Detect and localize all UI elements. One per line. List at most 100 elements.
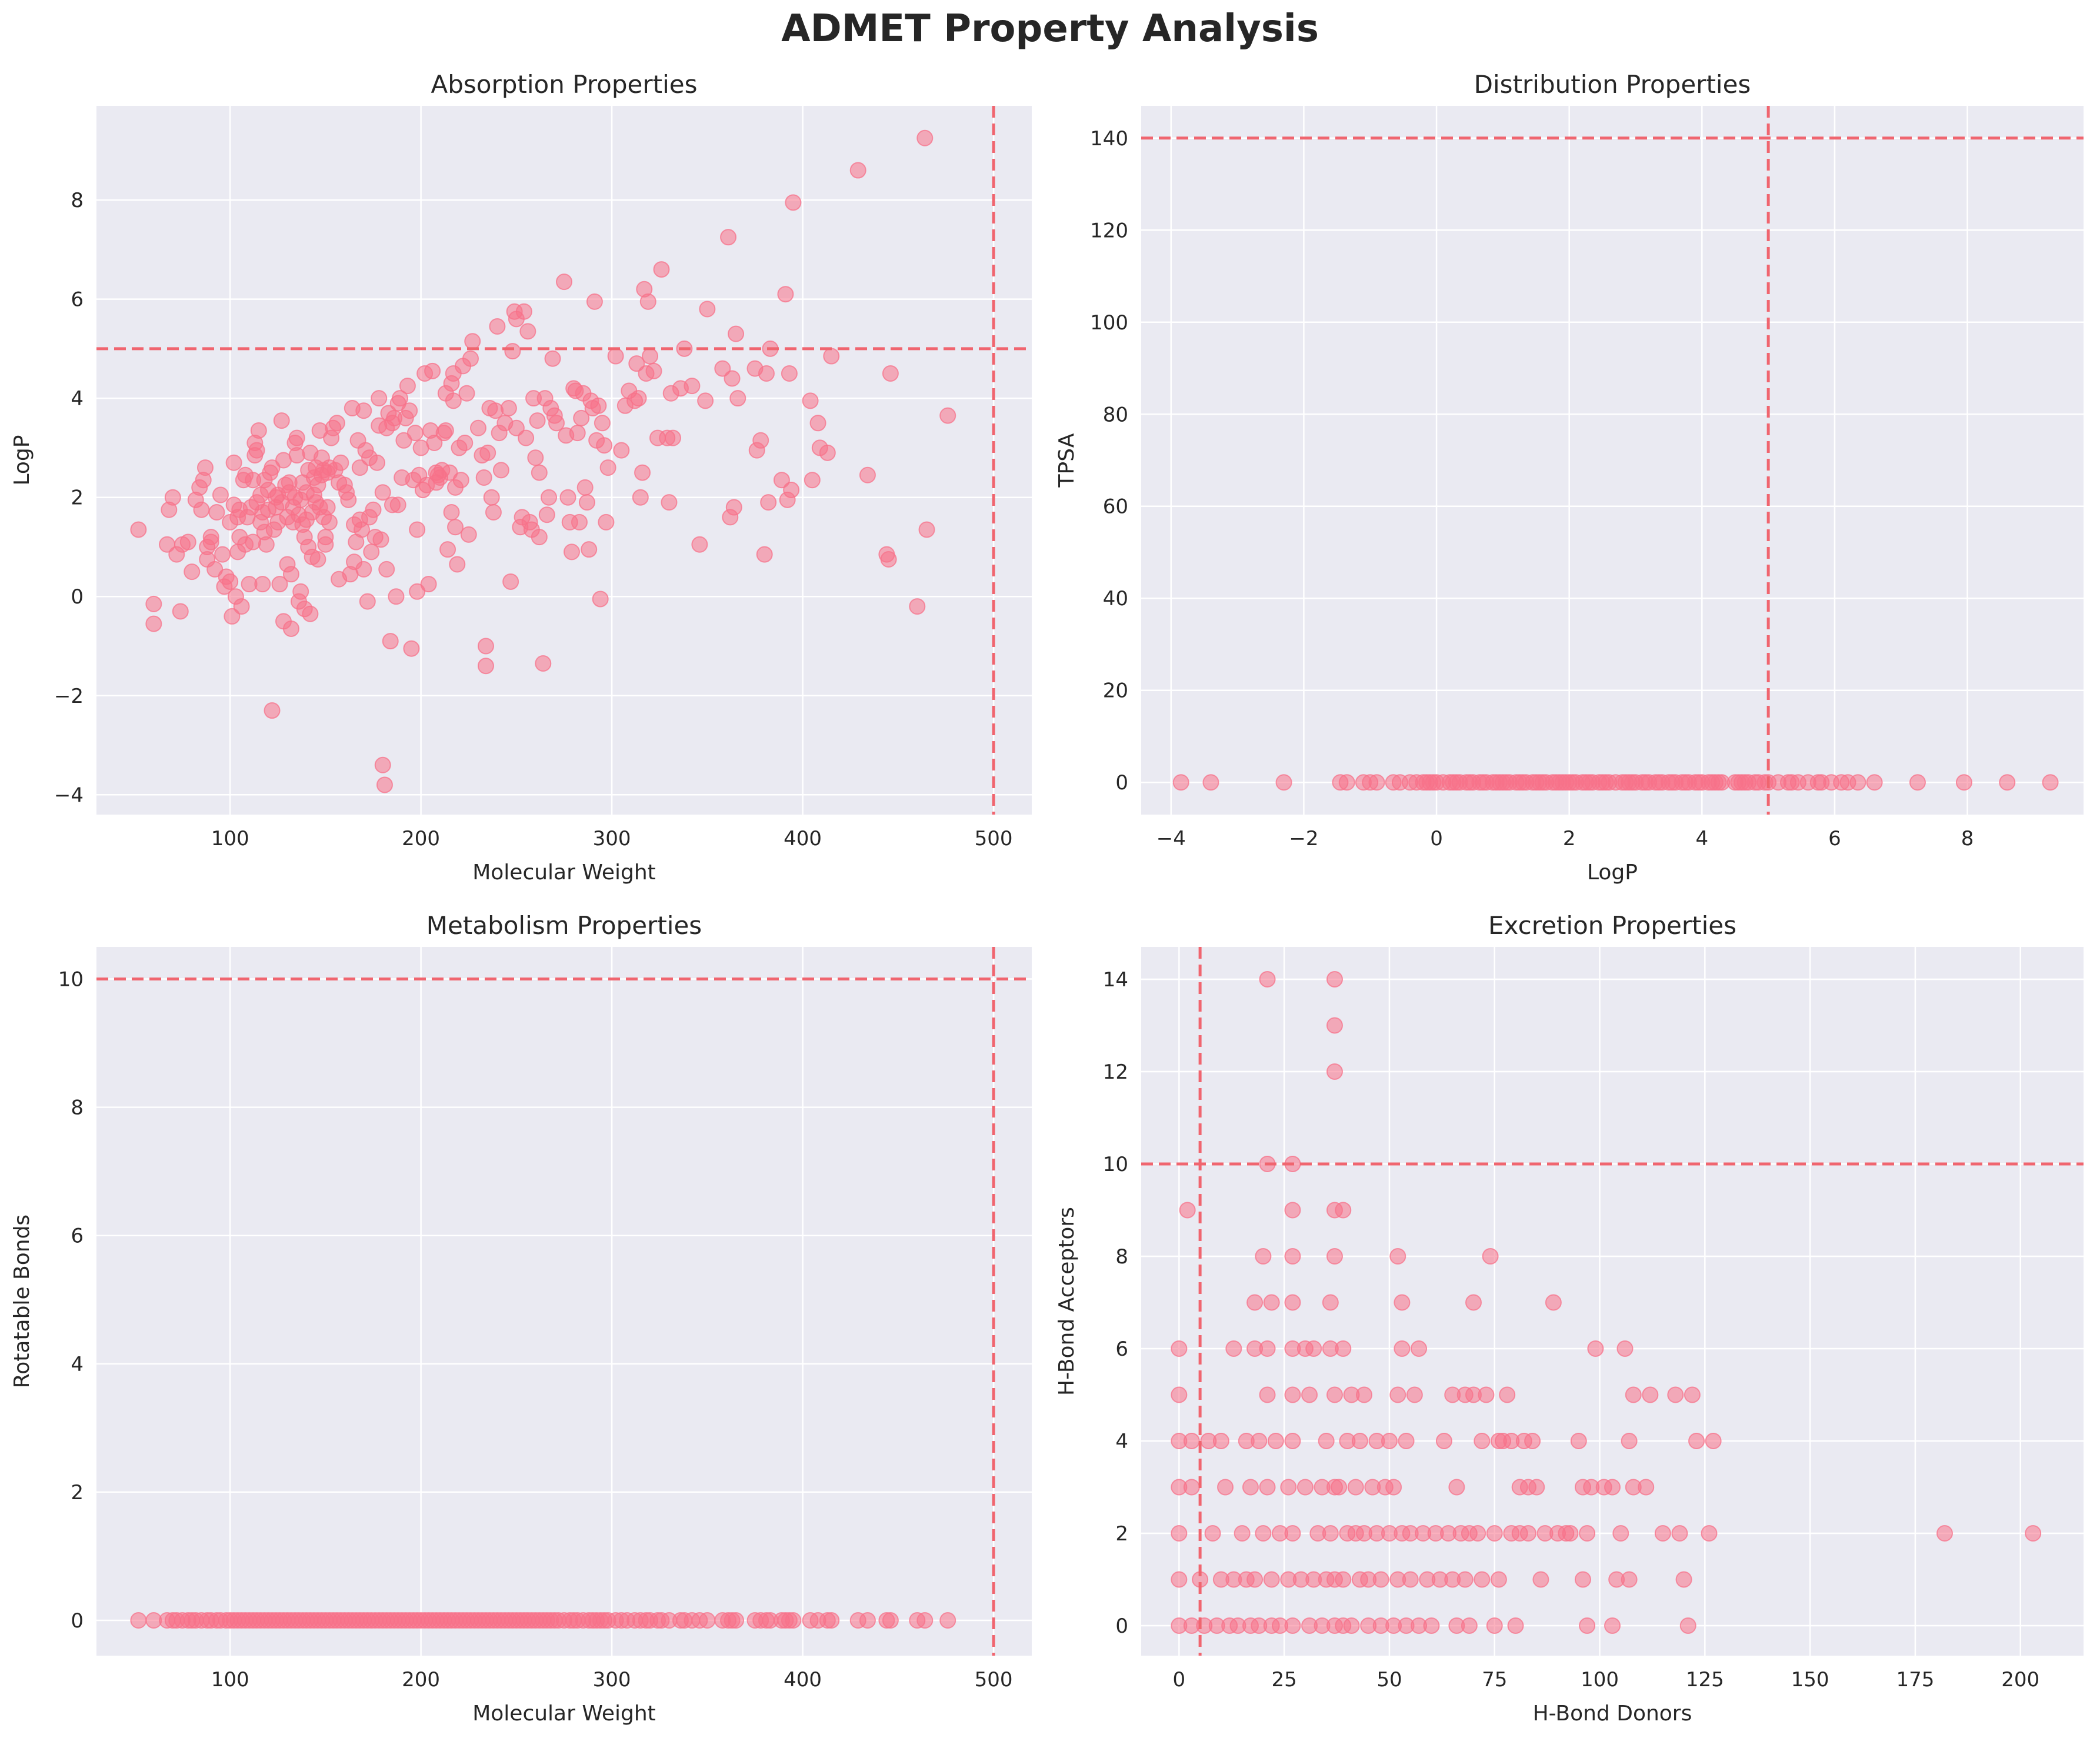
absorption-data-point bbox=[271, 576, 288, 593]
absorption-data-point bbox=[371, 390, 388, 407]
metabolism-data-point bbox=[916, 1612, 934, 1629]
absorption-data-point bbox=[632, 489, 649, 506]
distribution-y-tick-label: 140 bbox=[1090, 127, 1128, 151]
metabolism-data-point bbox=[823, 1612, 840, 1629]
excretion-data-point bbox=[1259, 1479, 1276, 1496]
absorption-y-tick-label: −2 bbox=[54, 685, 84, 708]
absorption-data-point bbox=[409, 583, 426, 600]
distribution-data-point bbox=[1338, 774, 1355, 791]
excretion-y-tick-label: 14 bbox=[1103, 968, 1128, 992]
excretion-data-point bbox=[1234, 1524, 1251, 1542]
absorption-data-point bbox=[628, 355, 645, 372]
excretion-data-point bbox=[1612, 1524, 1629, 1542]
excretion-data-point bbox=[1398, 1432, 1415, 1449]
distribution-data-point bbox=[1368, 774, 1385, 791]
absorption-data-point bbox=[483, 489, 500, 506]
absorption-data-point bbox=[130, 521, 147, 538]
excretion-data-point bbox=[1296, 1479, 1314, 1496]
excretion-data-point bbox=[1688, 1432, 1705, 1449]
absorption-data-point bbox=[529, 412, 546, 429]
absorption-data-point bbox=[918, 521, 935, 538]
absorption-data-point bbox=[541, 489, 558, 506]
absorption-data-point bbox=[809, 415, 826, 432]
absorption-data-point bbox=[196, 459, 214, 476]
absorption-y-tick-label: 2 bbox=[71, 486, 84, 510]
absorption-data-point bbox=[642, 348, 659, 365]
excretion-x-tick-label: 0 bbox=[1173, 1668, 1186, 1692]
panel-metabolism: 100 200 300 400 500 0 2 4 6 8 10 Metabolism Propert… bbox=[10, 911, 1032, 1726]
excretion-x-tick-label: 150 bbox=[1791, 1668, 1829, 1692]
absorption-data-point bbox=[462, 350, 479, 367]
absorption-data-point bbox=[598, 513, 615, 531]
excretion-data-point bbox=[2025, 1524, 2042, 1542]
excretion-data-point bbox=[1335, 1202, 1352, 1219]
excretion-y-tick-label: 10 bbox=[1103, 1153, 1128, 1176]
excretion-data-point bbox=[1675, 1571, 1692, 1588]
distribution-y-tick-label: 40 bbox=[1103, 587, 1128, 611]
excretion-data-point bbox=[1347, 1479, 1364, 1496]
absorption-data-point bbox=[569, 425, 586, 442]
absorption-data-point bbox=[502, 573, 519, 590]
absorption-data-point bbox=[332, 454, 349, 471]
absorption-data-point bbox=[531, 464, 548, 481]
absorption-data-point bbox=[586, 293, 603, 310]
absorption-data-point bbox=[492, 462, 509, 479]
absorption-data-point bbox=[535, 655, 552, 672]
excretion-data-point bbox=[1322, 1524, 1339, 1542]
absorption-data-point bbox=[458, 385, 475, 402]
distribution-x-tick-label: 4 bbox=[1695, 827, 1708, 850]
absorption-data-point bbox=[258, 536, 275, 553]
absorption-data-point bbox=[684, 378, 701, 395]
absorption-data-point bbox=[401, 402, 418, 419]
excretion-data-point bbox=[1435, 1432, 1452, 1449]
absorption-x-tick-label: 300 bbox=[593, 827, 631, 850]
absorption-data-point bbox=[758, 365, 775, 382]
absorption-data-point bbox=[634, 464, 651, 481]
excretion-data-point bbox=[1326, 970, 1343, 988]
distribution-y-tick-label: 0 bbox=[1115, 771, 1128, 795]
excretion-data-point bbox=[1684, 1386, 1701, 1403]
absorption-x-tick-label: 400 bbox=[784, 827, 822, 850]
metabolism-data-point bbox=[785, 1612, 802, 1629]
excretion-x-tick-label: 200 bbox=[2001, 1668, 2039, 1692]
excretion-data-point bbox=[1242, 1479, 1259, 1496]
absorption-data-point bbox=[752, 432, 769, 449]
excretion-data-point bbox=[1259, 1386, 1276, 1403]
absorption-data-point bbox=[697, 392, 714, 409]
excretion-data-point bbox=[1394, 1294, 1411, 1311]
absorption-data-point bbox=[254, 576, 271, 593]
absorption-data-point bbox=[424, 362, 441, 379]
absorption-data-point bbox=[664, 429, 681, 446]
excretion-data-point bbox=[1936, 1524, 1953, 1542]
absorption-data-point bbox=[374, 756, 391, 773]
excretion-data-point bbox=[1284, 1247, 1301, 1265]
distribution-title: Distribution Properties bbox=[1474, 70, 1751, 99]
excretion-data-point bbox=[1318, 1432, 1335, 1449]
absorption-data-point bbox=[264, 459, 281, 476]
absorption-data-point bbox=[319, 499, 336, 516]
excretion-data-point bbox=[1284, 1386, 1301, 1403]
absorption-data-point bbox=[282, 566, 299, 583]
excretion-data-point bbox=[1356, 1386, 1373, 1403]
absorption-data-point bbox=[212, 486, 229, 503]
excretion-data-point bbox=[1326, 1063, 1343, 1080]
absorption-data-point bbox=[426, 435, 443, 452]
metabolism-plot-area bbox=[96, 947, 1032, 1656]
absorption-data-point bbox=[653, 261, 670, 278]
absorption-data-point bbox=[145, 615, 162, 632]
absorption-data-point bbox=[449, 556, 466, 573]
metabolism-y-tick-label: 6 bbox=[71, 1225, 84, 1248]
metabolism-data-point bbox=[939, 1612, 956, 1629]
absorption-data-point bbox=[317, 536, 334, 553]
distribution-data-point bbox=[1849, 774, 1866, 791]
absorption-data-point bbox=[607, 348, 624, 365]
absorption-data-point bbox=[273, 412, 290, 429]
absorption-data-point bbox=[395, 432, 412, 449]
metabolism-x-tick-label: 300 bbox=[593, 1668, 631, 1692]
absorption-data-point bbox=[460, 526, 477, 543]
excretion-data-point bbox=[1255, 1524, 1272, 1542]
excretion-data-point bbox=[1616, 1340, 1634, 1357]
excretion-data-point bbox=[1701, 1524, 1718, 1542]
excretion-y-tick-label: 12 bbox=[1103, 1060, 1128, 1084]
absorption-data-point bbox=[445, 392, 462, 409]
